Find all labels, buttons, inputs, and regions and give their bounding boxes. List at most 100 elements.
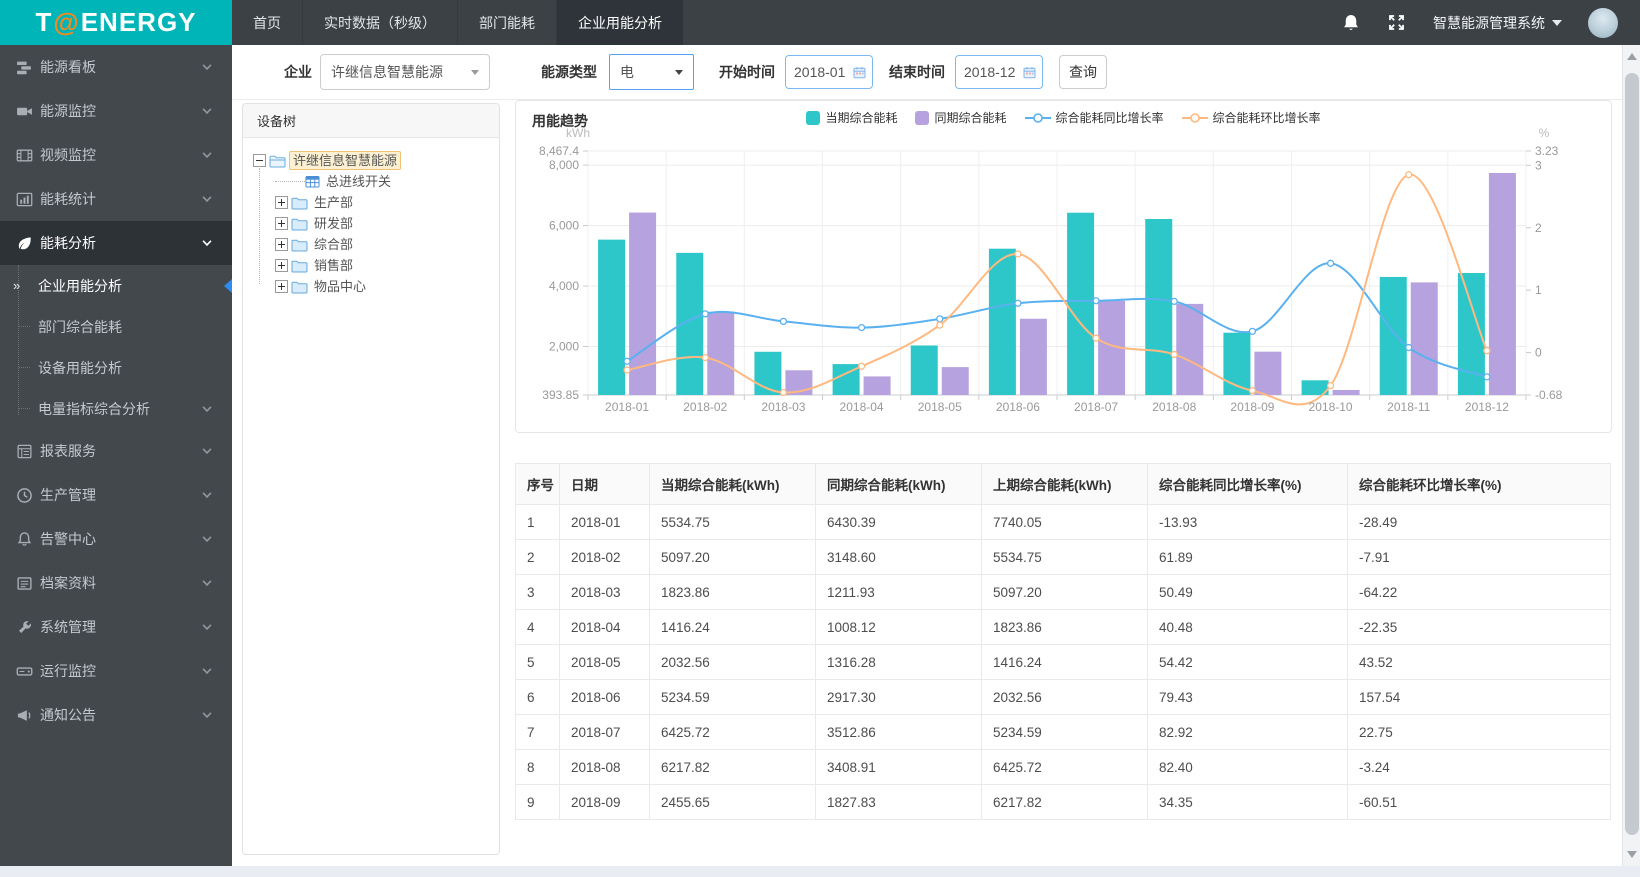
tree-expand-icon[interactable]: [275, 196, 288, 209]
query-button[interactable]: 查询: [1059, 55, 1107, 89]
vertical-scrollbar-thumb[interactable]: [1625, 73, 1639, 835]
sidebar-item-4[interactable]: 能耗分析: [0, 221, 232, 265]
company-select[interactable]: 许继信息智慧能源: [320, 54, 490, 90]
sidebar-item-label: 报表服务: [40, 443, 96, 459]
sidebar-item-9[interactable]: 系统管理: [0, 605, 232, 649]
tree-node-0[interactable]: 总进线开关: [253, 171, 491, 192]
dashboard-icon: [16, 59, 33, 76]
tree-node-5[interactable]: 物品中心: [253, 276, 491, 297]
table-cell: 50.49: [1147, 574, 1348, 610]
submenu-stub-line: [19, 367, 30, 368]
start-date-input[interactable]: [794, 64, 852, 80]
legend-item-2[interactable]: 综合能耗同比增长率: [1024, 109, 1164, 126]
bell-icon[interactable]: [1341, 13, 1361, 33]
tree-node-1[interactable]: 生产部: [253, 192, 491, 213]
sidebar-item-1[interactable]: 能源监控: [0, 89, 232, 133]
sidebar-item-6[interactable]: 生产管理: [0, 473, 232, 517]
sidebar-item-11[interactable]: 通知公告: [0, 693, 232, 737]
sidebar-item-8[interactable]: 档案资料: [0, 561, 232, 605]
tree-expand-icon[interactable]: [275, 259, 288, 272]
legend-item-3[interactable]: 综合能耗环比增长率: [1181, 109, 1321, 126]
legend-label: 综合能耗环比增长率: [1212, 111, 1321, 125]
calendar-icon[interactable]: [1023, 66, 1036, 79]
sidebar-subitem-4-0[interactable]: » 企业用能分析: [0, 265, 232, 306]
tree-expand-icon[interactable]: [275, 217, 288, 230]
chevron-down-icon: [200, 664, 214, 678]
logo-text-pre: T: [35, 7, 53, 37]
end-date-input[interactable]: [964, 64, 1022, 80]
end-time-label: 结束时间: [889, 64, 945, 80]
svg-text:2018-04: 2018-04: [840, 400, 884, 414]
scroll-up-arrow-icon[interactable]: [1627, 53, 1637, 60]
table-row-5: 6 2018-06 5234.59 2917.30 2032.56 79.43 157.54: [515, 679, 1611, 715]
table-col-header-1: 日期: [559, 463, 650, 505]
svg-text:2018-06: 2018-06: [996, 400, 1040, 414]
nav-tab-2[interactable]: 部门能耗: [457, 0, 556, 45]
table-col-header-3: 同期综合能耗(kWh): [815, 463, 982, 505]
horizontal-scrollbar[interactable]: [0, 866, 1640, 877]
chevron-down-icon: [200, 60, 214, 74]
tree-node-3[interactable]: 综合部: [253, 234, 491, 255]
sidebar-subitem-4-3[interactable]: 电量指标综合分析: [0, 388, 232, 429]
film-icon: [16, 147, 33, 164]
tree-collapse-icon[interactable]: [253, 154, 266, 167]
legend-line-swatch: [1181, 112, 1208, 123]
tree-expand-icon[interactable]: [275, 238, 288, 251]
top-header: T @ ENERGY 首页 实时数据（秒级） 部门能耗 企业用能分析 智慧能源管理系统: [0, 0, 1640, 45]
sidebar: 能源看板 能源监控 视频监控 能耗统计 能耗分析 » 企业用能分析 部门综合能耗 设备用能分析电…: [0, 45, 232, 866]
nav-tab-3[interactable]: 企业用能分析: [556, 0, 683, 45]
table-cell: 3512.86: [815, 714, 982, 750]
table-cell: 2: [515, 539, 560, 575]
legend-label: 当期综合能耗: [825, 111, 898, 125]
sidebar-item-5[interactable]: 报表服务: [0, 429, 232, 473]
svg-text:2018-08: 2018-08: [1152, 400, 1196, 414]
table-cell: 22.75: [1347, 714, 1611, 750]
sidebar-subitem-4-2[interactable]: 设备用能分析: [0, 347, 232, 388]
sidebar-item-7[interactable]: 告警中心: [0, 517, 232, 561]
start-time-label: 开始时间: [719, 64, 775, 80]
svg-text:2,000: 2,000: [549, 339, 579, 353]
megaphone-icon: [16, 707, 33, 724]
system-name-dropdown[interactable]: 智慧能源管理系统: [1433, 13, 1562, 33]
tree-node-root[interactable]: 许继信息智慧能源: [253, 150, 491, 171]
logo-at-flame-icon: @: [53, 7, 80, 37]
svg-text:2018-03: 2018-03: [761, 400, 805, 414]
meter-icon: [305, 175, 320, 188]
table-cell: 40.48: [1147, 609, 1348, 645]
leaf-icon: [16, 235, 33, 252]
tree-expand-icon[interactable]: [275, 280, 288, 293]
sidebar-item-0[interactable]: 能源看板: [0, 45, 232, 89]
video-icon: [16, 103, 33, 120]
sidebar-item-10[interactable]: 运行监控: [0, 649, 232, 693]
submenu-guide-line: [18, 265, 19, 415]
avatar[interactable]: [1588, 7, 1618, 38]
table-cell: -7.91: [1347, 539, 1611, 575]
sidebar-item-label: 告警中心: [40, 531, 96, 547]
nav-tab-1[interactable]: 实时数据（秒级）: [302, 0, 457, 45]
table-cell: 2917.30: [815, 679, 982, 715]
sidebar-item-2[interactable]: 视频监控: [0, 133, 232, 177]
chevron-down-icon: [200, 236, 214, 250]
active-subitem-marker: [224, 278, 232, 293]
table-cell: 82.92: [1147, 714, 1348, 750]
sidebar-item-3[interactable]: 能耗统计: [0, 177, 232, 221]
tree-node-4[interactable]: 销售部: [253, 255, 491, 276]
scroll-down-arrow-icon[interactable]: [1627, 851, 1637, 858]
tree-node-2[interactable]: 研发部: [253, 213, 491, 234]
vertical-scrollbar[interactable]: [1622, 45, 1640, 866]
table-col-header-5: 综合能耗同比增长率(%): [1147, 463, 1348, 505]
legend-bar-swatch: [915, 110, 930, 125]
fullscreen-icon[interactable]: [1387, 13, 1407, 33]
table-row-6: 7 2018-07 6425.72 3512.86 5234.59 82.92 22.75: [515, 714, 1611, 750]
filter-bar: 企业 许继信息智慧能源 能源类型 电 开始时间 结束时间 查询: [232, 45, 1622, 100]
legend-item-1[interactable]: 同期综合能耗: [915, 109, 1007, 126]
legend-item-0[interactable]: 当期综合能耗: [806, 109, 897, 126]
tree-node-label: 总进线开关: [326, 174, 392, 189]
calendar-icon[interactable]: [853, 66, 866, 79]
tree-node-label: 生产部: [314, 195, 354, 210]
energy-type-select[interactable]: 电: [609, 54, 694, 90]
sidebar-subitem-4-1[interactable]: 部门综合能耗: [0, 306, 232, 347]
table-cell: 1823.86: [981, 609, 1148, 645]
nav-tab-0[interactable]: 首页: [253, 14, 281, 31]
table-cell: 2018-02: [559, 539, 650, 575]
